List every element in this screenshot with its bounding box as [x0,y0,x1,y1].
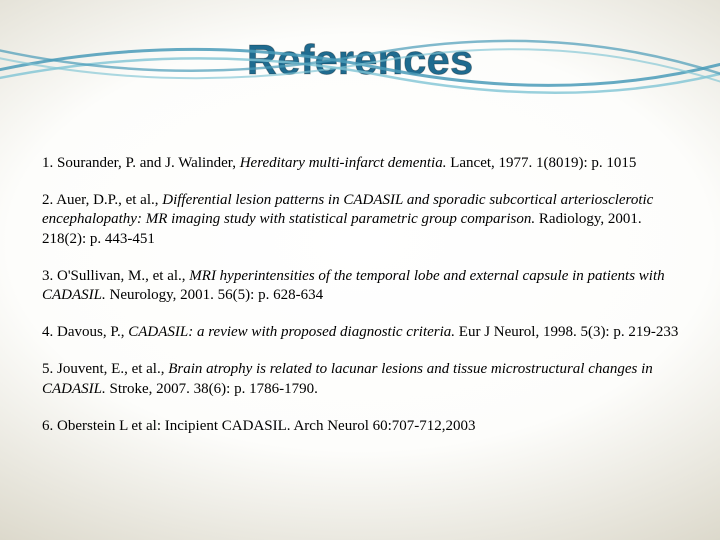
ref-number: 2. [42,192,53,208]
reference-item: 2. Auer, D.P., et al., Differential lesi… [42,191,682,249]
ref-authors: O'Sullivan, M., et al., [57,268,189,284]
ref-citation: Lancet, 1977. 1(8019): p. 1015 [446,155,636,171]
reference-item: 5. Jouvent, E., et al., Brain atrophy is… [42,360,682,398]
ref-authors: Davous, P., [57,324,128,340]
ref-number: 1. [42,155,53,171]
ref-number: 4. [42,324,53,340]
ref-title: CADASIL: a review with proposed diagnost… [128,324,455,340]
ref-authors: Oberstein L et al: Incipient CADASIL. Ar… [57,418,476,434]
reference-item: 4. Davous, P., CADASIL: a review with pr… [42,323,682,342]
ref-number: 6. [42,418,53,434]
ref-title: Hereditary multi-infarct dementia. [240,155,447,171]
ref-authors: Sourander, P. and J. Walinder, [57,155,240,171]
ref-citation: Stroke, 2007. 38(6): p. 1786-1790. [106,381,318,397]
ref-citation: Eur J Neurol, 1998. 5(3): p. 219-233 [455,324,678,340]
reference-item: 3. O'Sullivan, M., et al., MRI hyperinte… [42,267,682,305]
ref-number: 3. [42,268,53,284]
ref-number: 5. [42,361,53,377]
slide-title: References [0,36,720,84]
reference-item: 6. Oberstein L et al: Incipient CADASIL.… [42,417,682,436]
ref-authors: Auer, D.P., et al., [56,192,162,208]
ref-citation: Neurology, 2001. 56(5): p. 628-634 [106,287,323,303]
ref-authors: Jouvent, E., et al., [57,361,168,377]
references-list: 1. Sourander, P. and J. Walinder, Heredi… [42,154,682,454]
reference-item: 1. Sourander, P. and J. Walinder, Heredi… [42,154,682,173]
